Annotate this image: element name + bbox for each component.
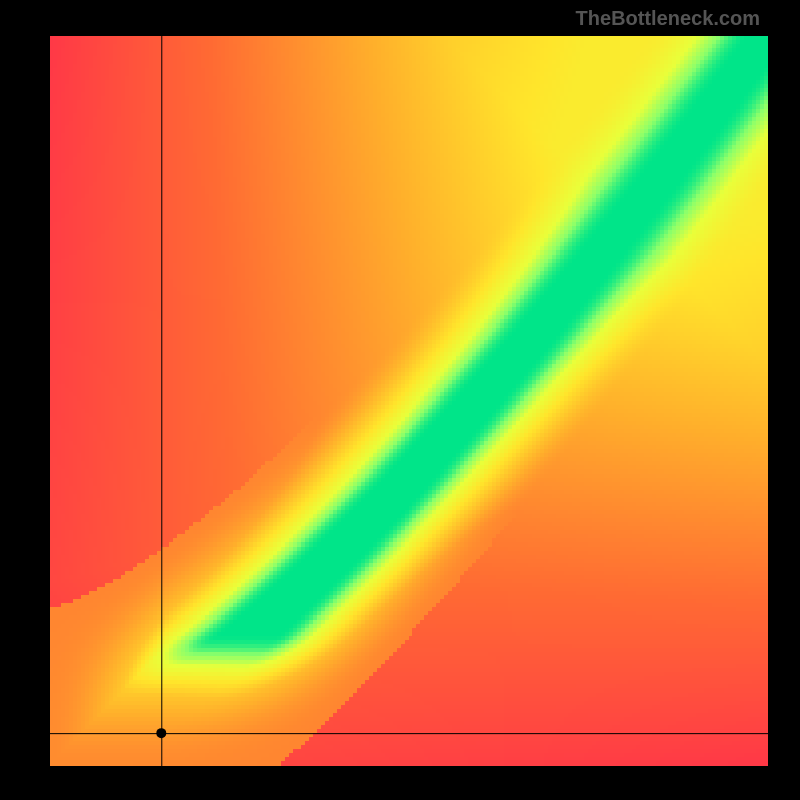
bottleneck-heatmap (50, 36, 768, 766)
chart-container: TheBottleneck.com (0, 0, 800, 800)
watermark-text: TheBottleneck.com (576, 8, 760, 31)
